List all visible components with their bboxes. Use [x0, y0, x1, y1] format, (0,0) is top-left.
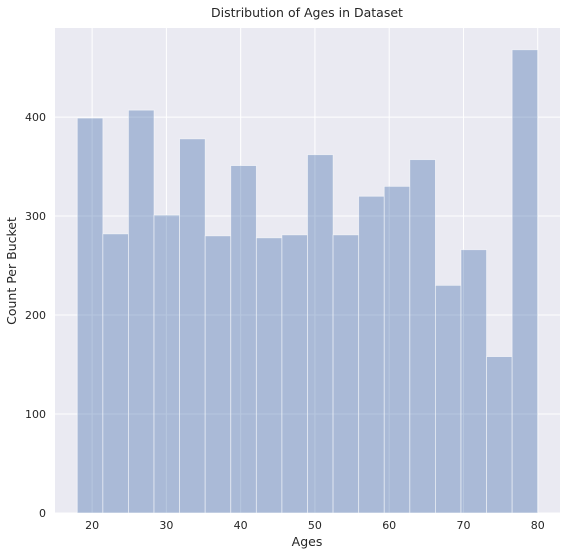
x-tick-label: 20: [85, 519, 99, 532]
histogram-bar: [230, 165, 257, 514]
x-tick-label: 50: [308, 519, 322, 532]
histogram-bar: [460, 249, 487, 514]
x-tick-label: 60: [382, 519, 396, 532]
y-tick-label: 200: [25, 309, 46, 322]
histogram-bar: [383, 185, 411, 514]
chart-title: Distribution of Ages in Dataset: [211, 5, 403, 20]
histogram-bar: [281, 234, 308, 514]
histogram-bar: [434, 284, 462, 514]
y-tick-label: 0: [39, 507, 46, 520]
x-tick-label: 80: [531, 519, 545, 532]
y-tick-label: 400: [25, 111, 46, 124]
histogram-bar: [204, 235, 232, 514]
histogram-bar: [409, 159, 436, 514]
y-tick-labels: 0 100 200 300 400: [25, 111, 46, 520]
histogram-bar: [76, 117, 104, 514]
histogram-bar: [102, 233, 129, 514]
x-tick-label: 40: [234, 519, 248, 532]
y-tick-label: 300: [25, 210, 46, 223]
x-tick-label: 30: [159, 519, 173, 532]
histogram-bar: [307, 154, 334, 514]
y-tick-label: 100: [25, 408, 46, 421]
histogram-bar: [255, 237, 283, 514]
y-axis-label: Count Per Bucket: [4, 217, 19, 325]
histogram-bar: [128, 109, 155, 514]
x-tick-label: 70: [456, 519, 470, 532]
histogram-bar: [511, 49, 539, 514]
x-axis-label: Ages: [292, 534, 323, 549]
histogram-bar: [486, 356, 513, 514]
histogram-bar: [332, 234, 360, 514]
histogram-bar: [179, 138, 206, 514]
histogram-bars: [76, 49, 539, 514]
histogram-bar: [358, 195, 385, 514]
x-tick-labels: 20 30 40 50 60 70 80: [85, 519, 545, 532]
histogram-bar: [153, 214, 181, 514]
